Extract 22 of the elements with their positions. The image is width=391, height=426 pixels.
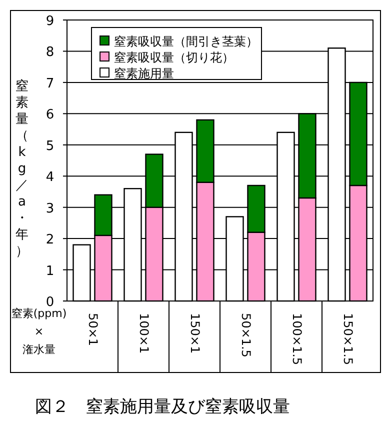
y-tick-label: 7 bbox=[46, 76, 54, 92]
x-tick-label: 100×1.5 bbox=[290, 313, 304, 366]
y-tick-label: 8 bbox=[46, 45, 54, 60]
x-tick-label: 50×1 bbox=[86, 313, 100, 346]
legend-label: 窒素吸収量（間引き茎葉） bbox=[114, 34, 258, 48]
legend-label: 窒素施用量 bbox=[114, 66, 174, 80]
x-tick-label: 150×1 bbox=[188, 313, 202, 354]
y-tick-label: 2 bbox=[46, 232, 54, 248]
x-tick-label: 100×1 bbox=[137, 313, 152, 354]
text: 窒素量（kg／a・年） bbox=[16, 79, 28, 259]
x-tick-label: 50×1.5 bbox=[239, 313, 254, 358]
y-tick-label: 3 bbox=[46, 201, 54, 216]
legend-label: 窒素吸収量（切り花） bbox=[114, 50, 234, 64]
x-tick-label: 150×1.5 bbox=[341, 313, 356, 366]
y-tick-label: 1 bbox=[46, 264, 54, 279]
y-tick-label: 6 bbox=[46, 108, 54, 123]
y-tick-label: 9 bbox=[46, 14, 54, 29]
text: 図２ 窒素施用量及び窒素吸収量 bbox=[35, 397, 290, 417]
y-tick-label: 4 bbox=[46, 170, 54, 186]
y-tick-label: 0 bbox=[46, 295, 54, 310]
y-tick-label: 5 bbox=[46, 138, 54, 154]
x-axis-title: 窒素(ppm) × 潅水量 bbox=[11, 307, 67, 356]
